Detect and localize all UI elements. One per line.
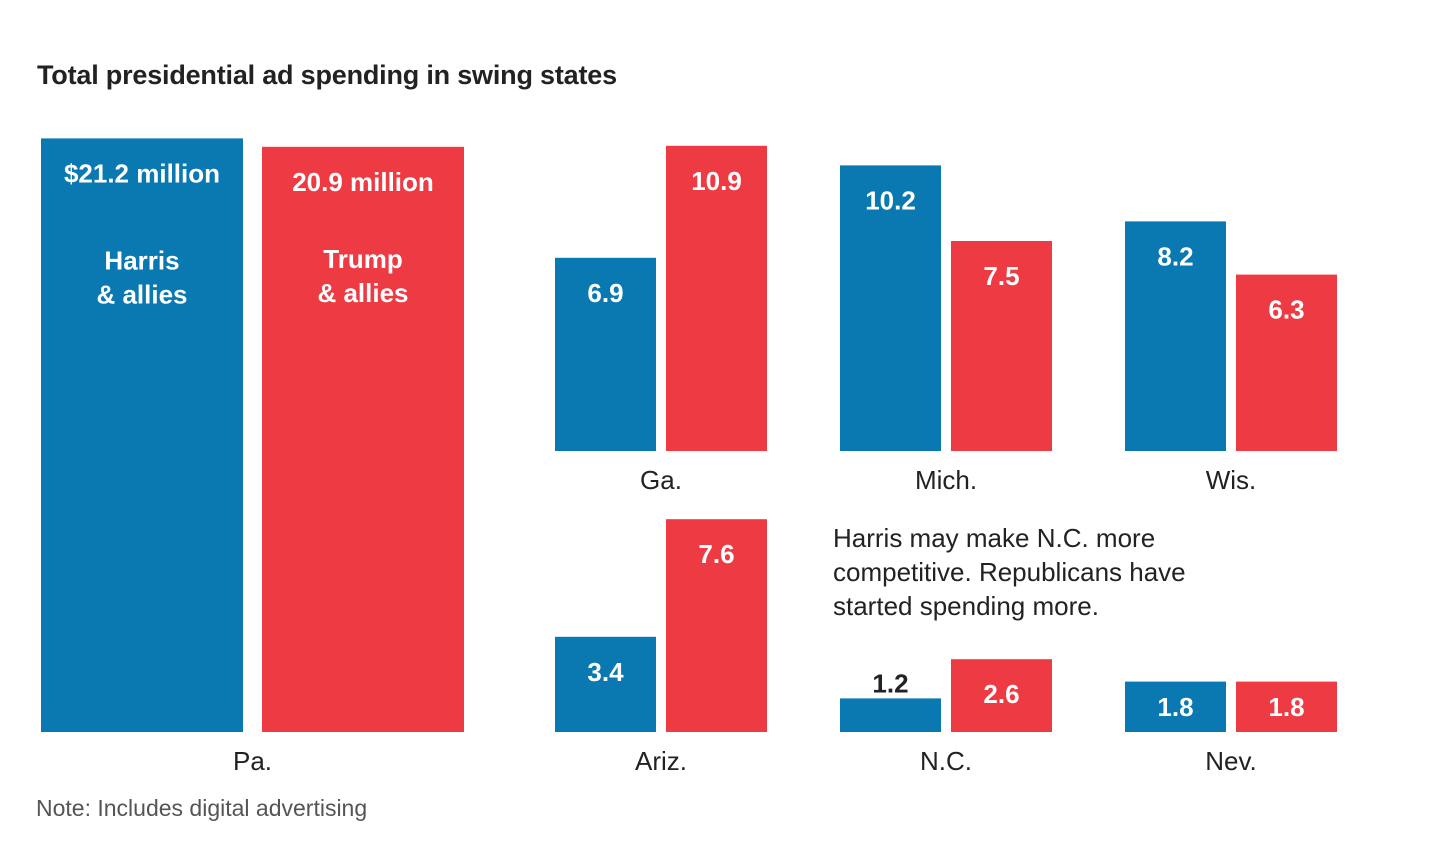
state-label-nev: Nev. [1205, 746, 1257, 776]
bar-trump-ariz [666, 519, 767, 732]
bar-harris-wis [1125, 221, 1226, 451]
value-label-trump-ariz: 7.6 [698, 539, 734, 569]
series-label-harris: & allies [96, 279, 187, 309]
value-label-harris-pa: $21.2 million [64, 158, 220, 188]
value-label-harris-wis: 8.2 [1157, 241, 1193, 271]
value-label-trump-nc: 2.6 [983, 679, 1019, 709]
state-label-nc: N.C. [920, 746, 972, 776]
value-label-harris-ga: 6.9 [587, 278, 623, 308]
bar-harris-pa [41, 138, 243, 732]
value-label-trump-nev: 1.8 [1268, 692, 1304, 722]
bar-harris-mich [840, 165, 941, 451]
bar-trump-ga [666, 145, 767, 452]
value-label-trump-ga: 10.9 [691, 166, 742, 196]
bar-harris-nev [1125, 681, 1226, 732]
bar-trump-wis [1236, 274, 1337, 451]
nc-annotation: Harris may make N.C. more competitive. R… [833, 523, 1186, 621]
value-label-trump-pa: 20.9 million [292, 167, 434, 197]
bar-trump-mich [951, 241, 1052, 451]
chart-title: Total presidential ad spending in swing … [37, 60, 617, 90]
state-label-mich: Mich. [915, 465, 977, 495]
state-label-pa: Pa. [233, 746, 272, 776]
bar-harris-ariz [555, 636, 656, 732]
bar-trump-nc [951, 659, 1052, 732]
bar-trump-pa [262, 146, 464, 733]
bar-harris-nc [840, 698, 941, 732]
series-label-harris: Harris [104, 245, 179, 275]
value-label-harris-mich: 10.2 [865, 185, 916, 215]
series-label-trump: & allies [317, 278, 408, 308]
value-label-harris-nc: 1.2 [872, 668, 908, 698]
chart-note: Note: Includes digital advertising [36, 795, 368, 821]
state-label-ariz: Ariz. [635, 746, 687, 776]
state-label-wis: Wis. [1206, 465, 1257, 495]
series-label-trump: Trump [323, 244, 402, 274]
value-label-harris-nev: 1.8 [1157, 692, 1193, 722]
bar-trump-nev [1236, 681, 1337, 732]
value-label-trump-mich: 7.5 [983, 261, 1019, 291]
value-label-trump-wis: 6.3 [1268, 295, 1304, 325]
bar-harris-ga [555, 257, 656, 451]
value-label-harris-ariz: 3.4 [587, 657, 624, 687]
state-label-ga: Ga. [640, 465, 682, 495]
